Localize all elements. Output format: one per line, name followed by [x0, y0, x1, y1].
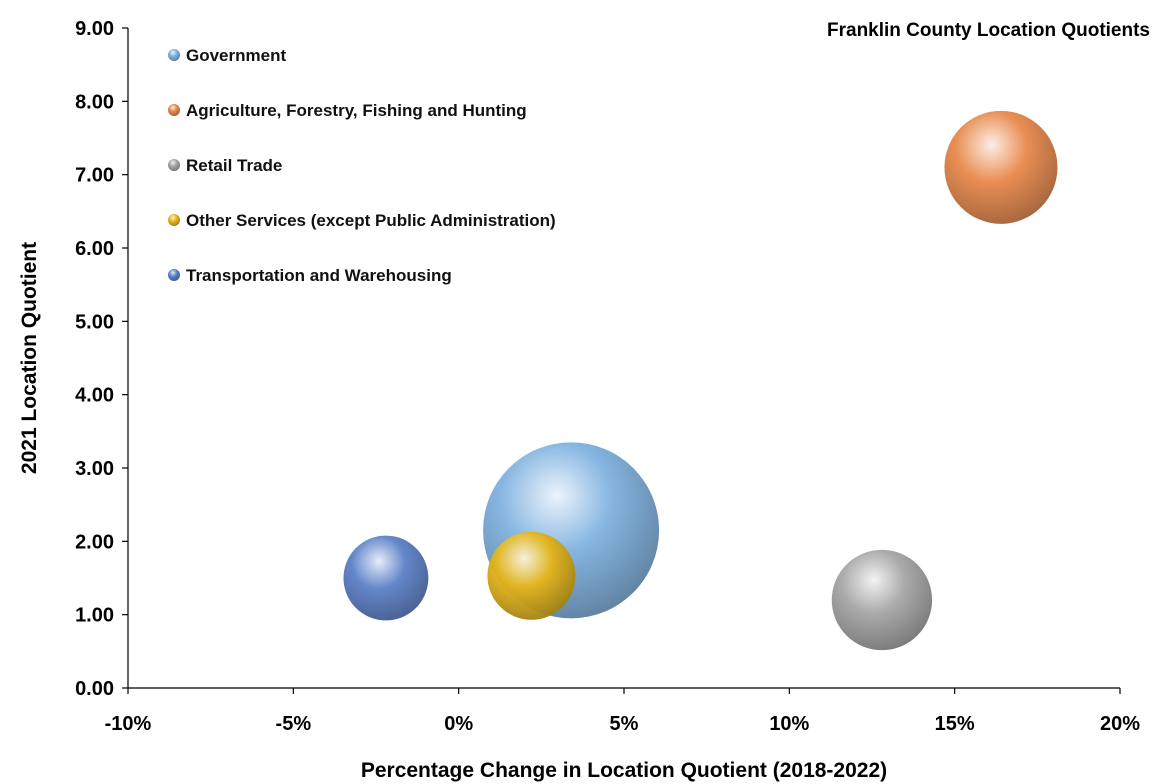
bubble-transportation-and-warehousing — [343, 535, 429, 621]
x-tick-label: 0% — [444, 713, 473, 735]
legend-marker — [168, 49, 180, 61]
legend: Government Agriculture, Forestry, Fishing… — [168, 46, 556, 285]
bubble-agriculture-forestry-fishing-and-hunting — [944, 110, 1058, 224]
x-tick-label: 5% — [610, 713, 639, 735]
x-tick-label: -5% — [276, 713, 312, 735]
y-tick-label: 4.00 — [75, 385, 114, 407]
bubble-retail-trade — [831, 549, 933, 651]
legend-label: Government — [186, 46, 286, 65]
y-axis-title: 2021 Location Quotient — [18, 242, 41, 474]
y-tick-label: 1.00 — [75, 605, 114, 627]
y-tick-label: 2.00 — [75, 531, 114, 553]
legend-item: Government — [168, 46, 286, 65]
legend-label: Other Services (except Public Administra… — [186, 211, 556, 230]
y-tick-label: 5.00 — [75, 311, 114, 333]
y-tick-label: 0.00 — [75, 678, 114, 700]
legend-label: Transportation and Warehousing — [186, 266, 452, 285]
x-tick-label: 15% — [935, 713, 975, 735]
legend-marker — [168, 104, 180, 116]
legend-marker — [168, 269, 180, 281]
bubbles — [343, 110, 1058, 651]
legend-item: Retail Trade — [168, 156, 282, 175]
bubble-other-services-except-public-administration — [487, 531, 576, 620]
x-tick-label: 10% — [769, 713, 809, 735]
x-tick-label: -10% — [105, 713, 152, 735]
axes: 0.00 1.00 2.00 3.00 4.00 5.00 6.00 7.00 8.00 9.00… — [75, 18, 1140, 735]
x-tick-label: 20% — [1100, 713, 1140, 735]
x-axis-title: Percentage Change in Location Quotient (… — [361, 759, 887, 782]
legend-item: Transportation and Warehousing — [168, 266, 452, 285]
y-tick-label: 7.00 — [75, 165, 114, 187]
legend-item: Agriculture, Forestry, Fishing and Hunti… — [168, 101, 527, 120]
chart-title: Franklin County Location Quotients — [827, 20, 1150, 41]
legend-label: Agriculture, Forestry, Fishing and Hunti… — [186, 101, 527, 120]
legend-item: Other Services (except Public Administra… — [168, 211, 556, 230]
y-tick-label: 3.00 — [75, 458, 114, 480]
y-tick-label: 9.00 — [75, 18, 114, 40]
y-tick-label: 8.00 — [75, 91, 114, 113]
legend-marker — [168, 214, 180, 226]
y-tick-label: 6.00 — [75, 238, 114, 260]
legend-marker — [168, 159, 180, 171]
legend-label: Retail Trade — [186, 156, 282, 175]
